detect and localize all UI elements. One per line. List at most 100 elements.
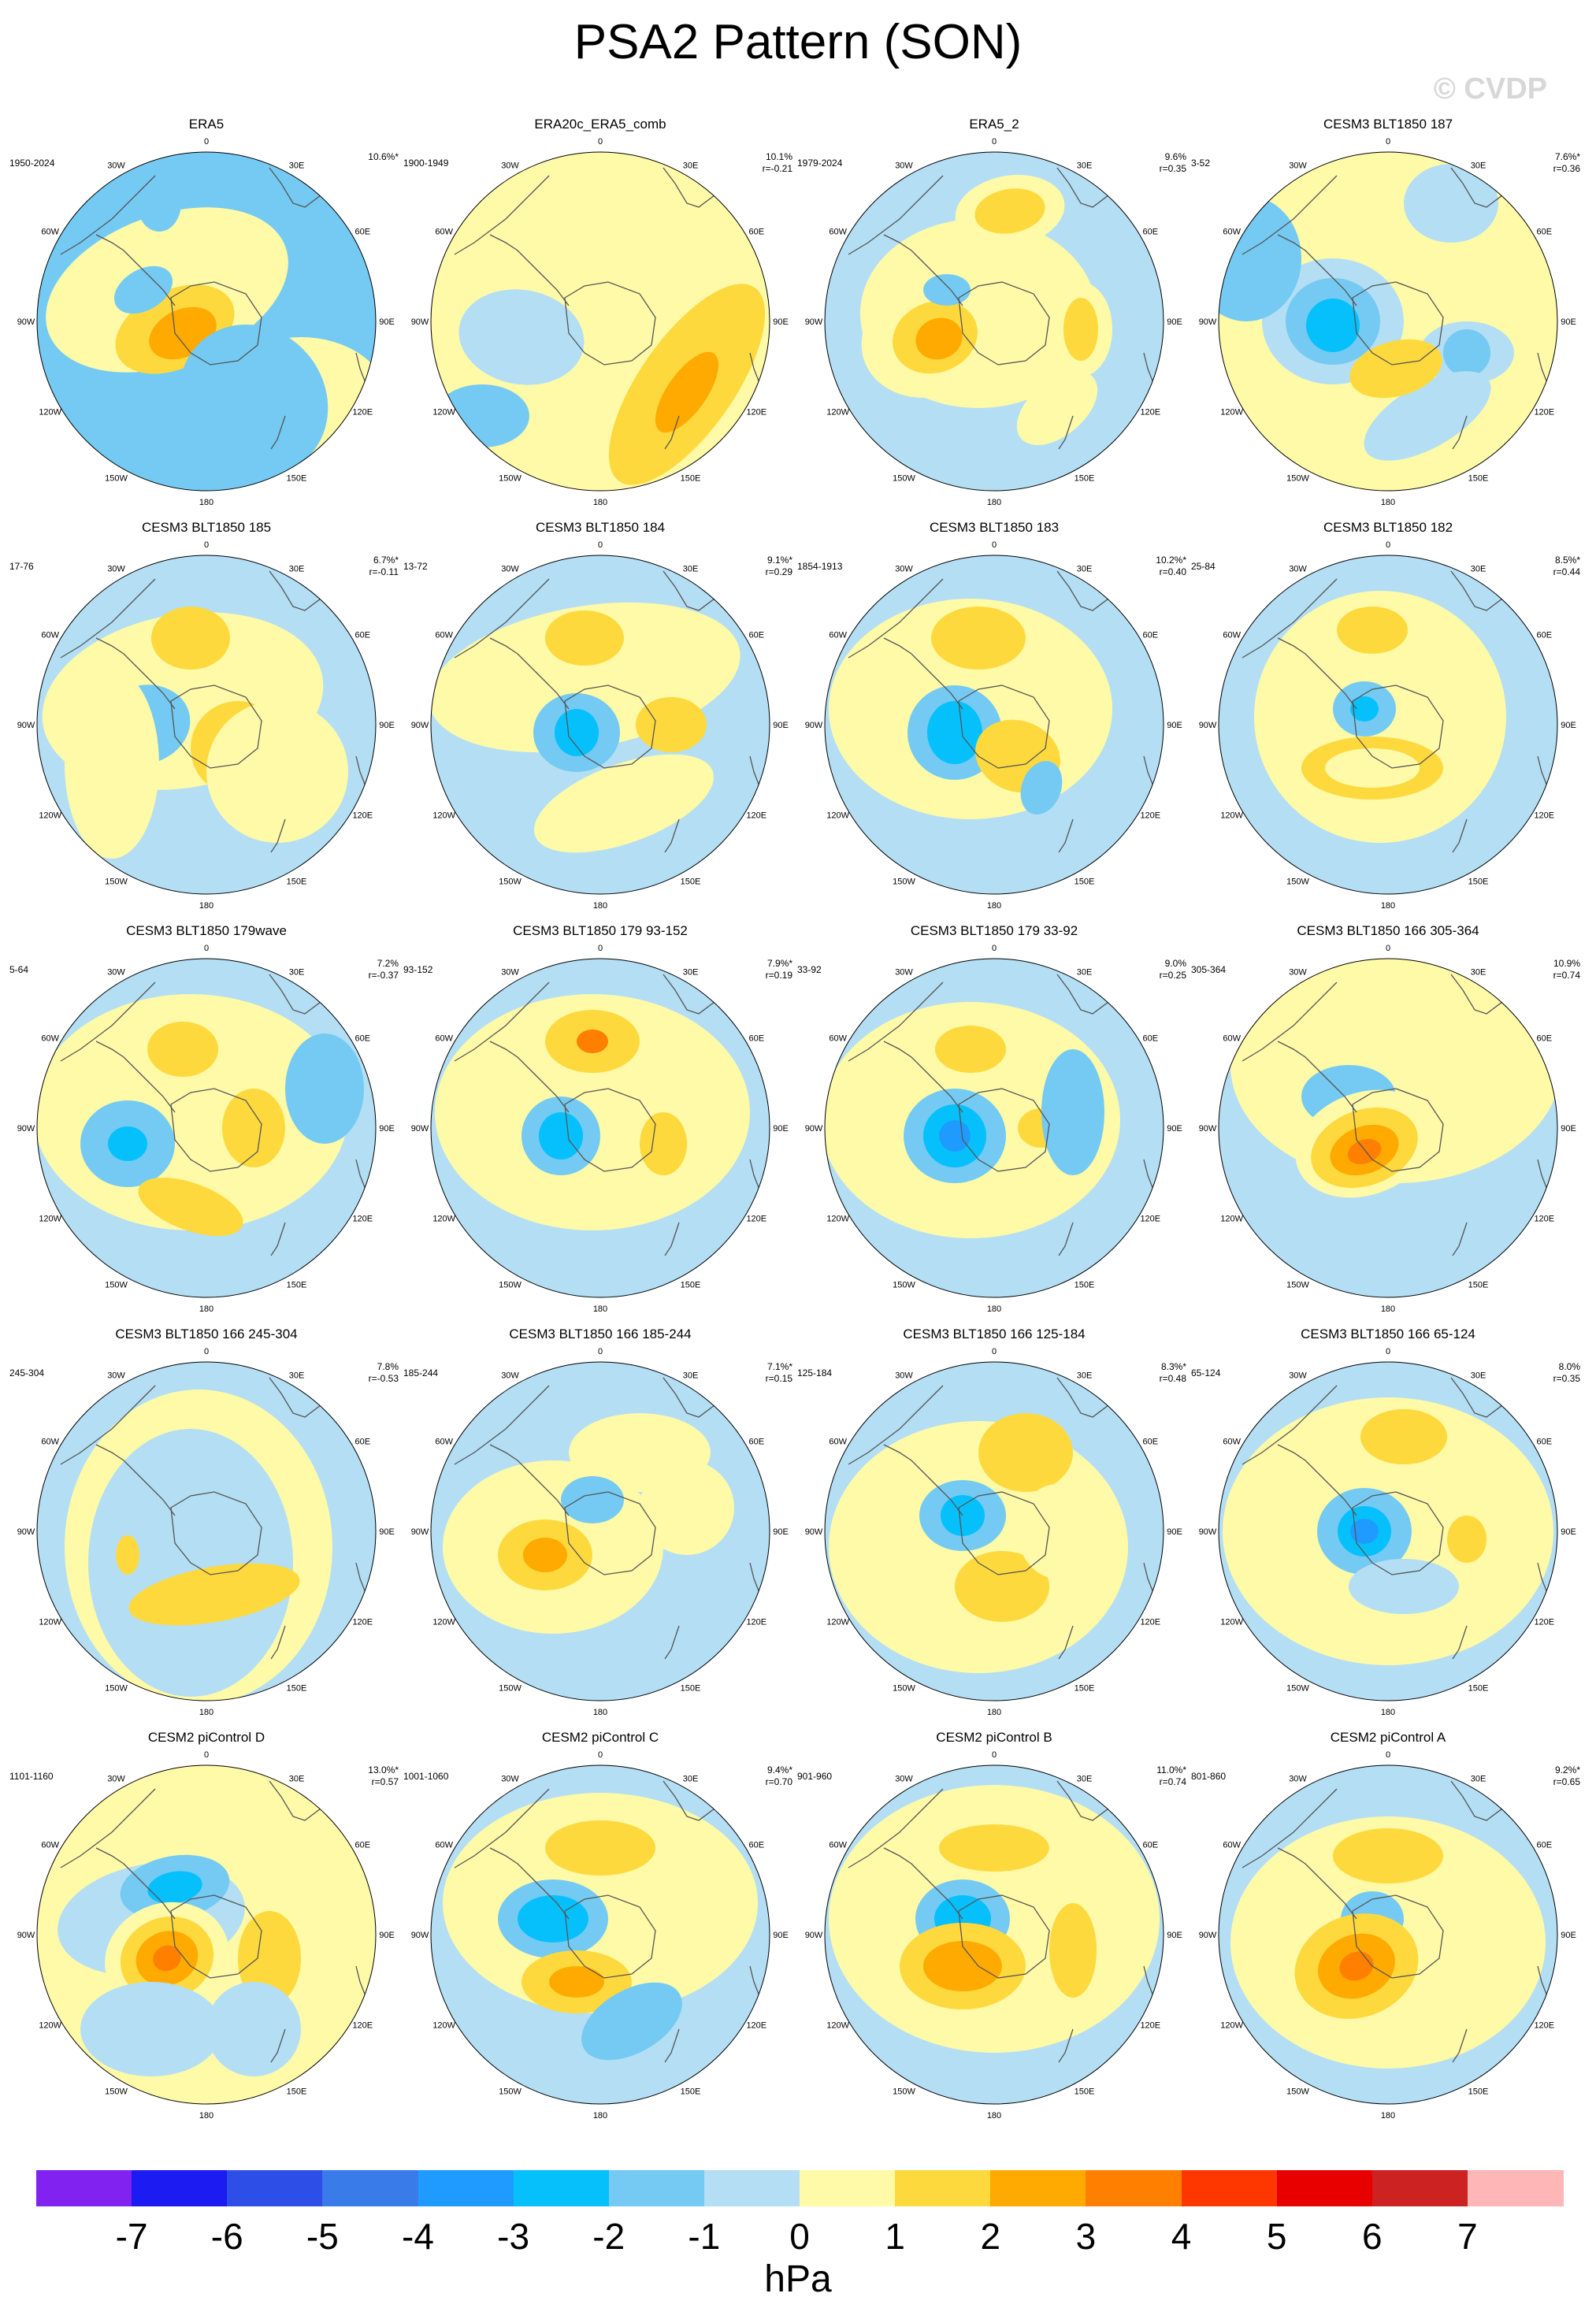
pattern-correlation: r=0.15 [765,1373,792,1384]
longitude-label: 60E [1143,228,1159,237]
colorbar-swatch [322,2170,418,2206]
longitude-label: 60E [355,1841,371,1850]
page-title: PSA2 Pattern (SON) [573,15,1023,69]
anomaly-contour [640,1460,734,1555]
anomaly-contour [923,274,971,306]
pattern-correlation: r=0.57 [371,1776,399,1787]
coastline [1277,1847,1357,1920]
longitude-label: 120W [39,408,61,417]
longitude-label: 120E [746,2021,766,2031]
longitude-label: 150E [287,473,307,483]
anomaly-contour [640,1112,687,1175]
longitude-label: 150E [287,1683,307,1693]
coastline [848,981,944,1062]
longitude-label: 90W [1199,1527,1217,1537]
map-panel: CESM3 BLT1850 179 93-152 0 30E 60E 90E 120E 15… [403,923,797,1317]
coastline [270,415,286,450]
polar-map: 0 30E 60E 90E 120E 150E 180 150W 120W 90W 60W 30W [17,540,395,911]
longitude-label: 150W [893,877,915,886]
variance-explained: 10.9% [1553,958,1580,969]
longitude-label: 30W [895,565,913,574]
anomaly-contour [539,1112,583,1160]
longitude-label: 90E [773,1124,789,1134]
longitude-label: 60E [1143,1034,1159,1044]
coastline [883,234,963,306]
variance-explained: 13.0%* [368,1764,399,1776]
longitude-label: 90E [379,1931,395,1940]
longitude-label: 180 [199,1304,213,1314]
longitude-label: 30W [501,1775,519,1784]
coastline [1352,1894,1444,1979]
colorbar-tick: -5 [306,2216,339,2257]
variance-explained: 7.9%* [766,958,792,969]
coastline [1450,167,1503,208]
longitude-label: 150W [105,877,128,886]
longitude-label: 120W [826,1215,849,1224]
anomaly-contour [655,351,719,433]
colorbar-swatch [1371,2170,1468,2206]
longitude-label: 30W [895,968,913,978]
anomaly-contour [1447,1516,1487,1563]
longitude-label: 30E [683,161,699,171]
coastline [1452,1222,1468,1256]
anomaly-contour [179,325,328,476]
longitude-label: 60E [1143,1841,1159,1850]
longitude-label: 60W [1223,631,1241,640]
colorbar-swatch [132,2170,228,2206]
anomaly-contour [1349,1559,1459,1614]
longitude-label: 90E [773,721,789,730]
map-panels-grid: ERA5 0 30E 60E 90E 120E 150E 180 150W 120W 90W 60W 3… [9,117,1585,2121]
coastline [1277,1041,1357,1113]
variance-explained: 7.2% [377,958,399,969]
anomaly-contour [285,1033,364,1144]
colorbar-unit: hPa [764,2258,832,2300]
panel-title: CESM3 BLT1850 179wave [126,923,287,938]
anomaly-contour [523,1538,567,1572]
longitude-label: 180 [1381,901,1395,911]
polar-map: 0 30E 60E 90E 120E 150E 180 150W 120W 90W 60W 30W [1199,1750,1576,2121]
longitude-label: 150W [499,1280,521,1289]
pattern-correlation: r=0.74 [1159,1776,1186,1787]
anomaly-contour [1404,164,1498,243]
coastline [60,1788,156,1868]
anomaly-contour [974,188,1045,234]
longitude-label: 150E [1075,2087,1095,2096]
longitude-label: 180 [593,1708,607,1717]
map-border [1218,958,1558,1298]
longitude-label: 30E [1471,1371,1487,1381]
polar-map: 0 30E 60E 90E 120E 150E 180 150W 120W 90W 60W 30W [411,137,789,507]
longitude-label: 120W [432,1618,455,1627]
anomaly-contour [581,1982,682,2061]
longitude-label: 30E [289,1775,305,1784]
coastline [1450,974,1503,1015]
longitude-label: 60E [1143,1438,1159,1447]
longitude-label: 30E [683,1371,699,1381]
colorbar-tick: 3 [1075,2216,1097,2257]
panel-period: 65-124 [1191,1367,1221,1378]
map-panel: CESM3 BLT1850 187 0 30E 60E 90E 120E 150E 180 15… [1191,117,1585,510]
panel-stats: 10.2%* r=0.40 [1156,555,1186,578]
longitude-label: 30E [683,968,699,978]
longitude-label: 150W [105,2087,128,2096]
coastline [60,578,156,659]
longitude-label: 120W [39,2021,61,2031]
coastline [1058,1625,1074,1660]
longitude-label: 150E [681,1683,701,1693]
anomaly-contour [1337,607,1408,654]
longitude-label: 90W [805,721,823,730]
panel-period: 801-860 [1191,1771,1227,1782]
pattern-correlation: r=0.40 [1159,566,1186,577]
longitude-label: 60W [829,1841,847,1850]
longitude-label: 0 [598,944,603,953]
variance-explained: 10.2%* [1156,555,1186,566]
anomaly-contour [1443,329,1490,377]
map-border [1218,555,1558,895]
coastline [489,1444,570,1516]
colorbar-tick: -7 [115,2216,148,2257]
pattern-correlation: r=0.70 [765,1776,792,1787]
coastline [1450,1377,1503,1418]
panel-stats: 7.6%* r=0.36 [1553,151,1580,175]
colorbar-swatch [1086,2170,1182,2206]
map-border [36,555,377,895]
coastline [848,1385,944,1465]
